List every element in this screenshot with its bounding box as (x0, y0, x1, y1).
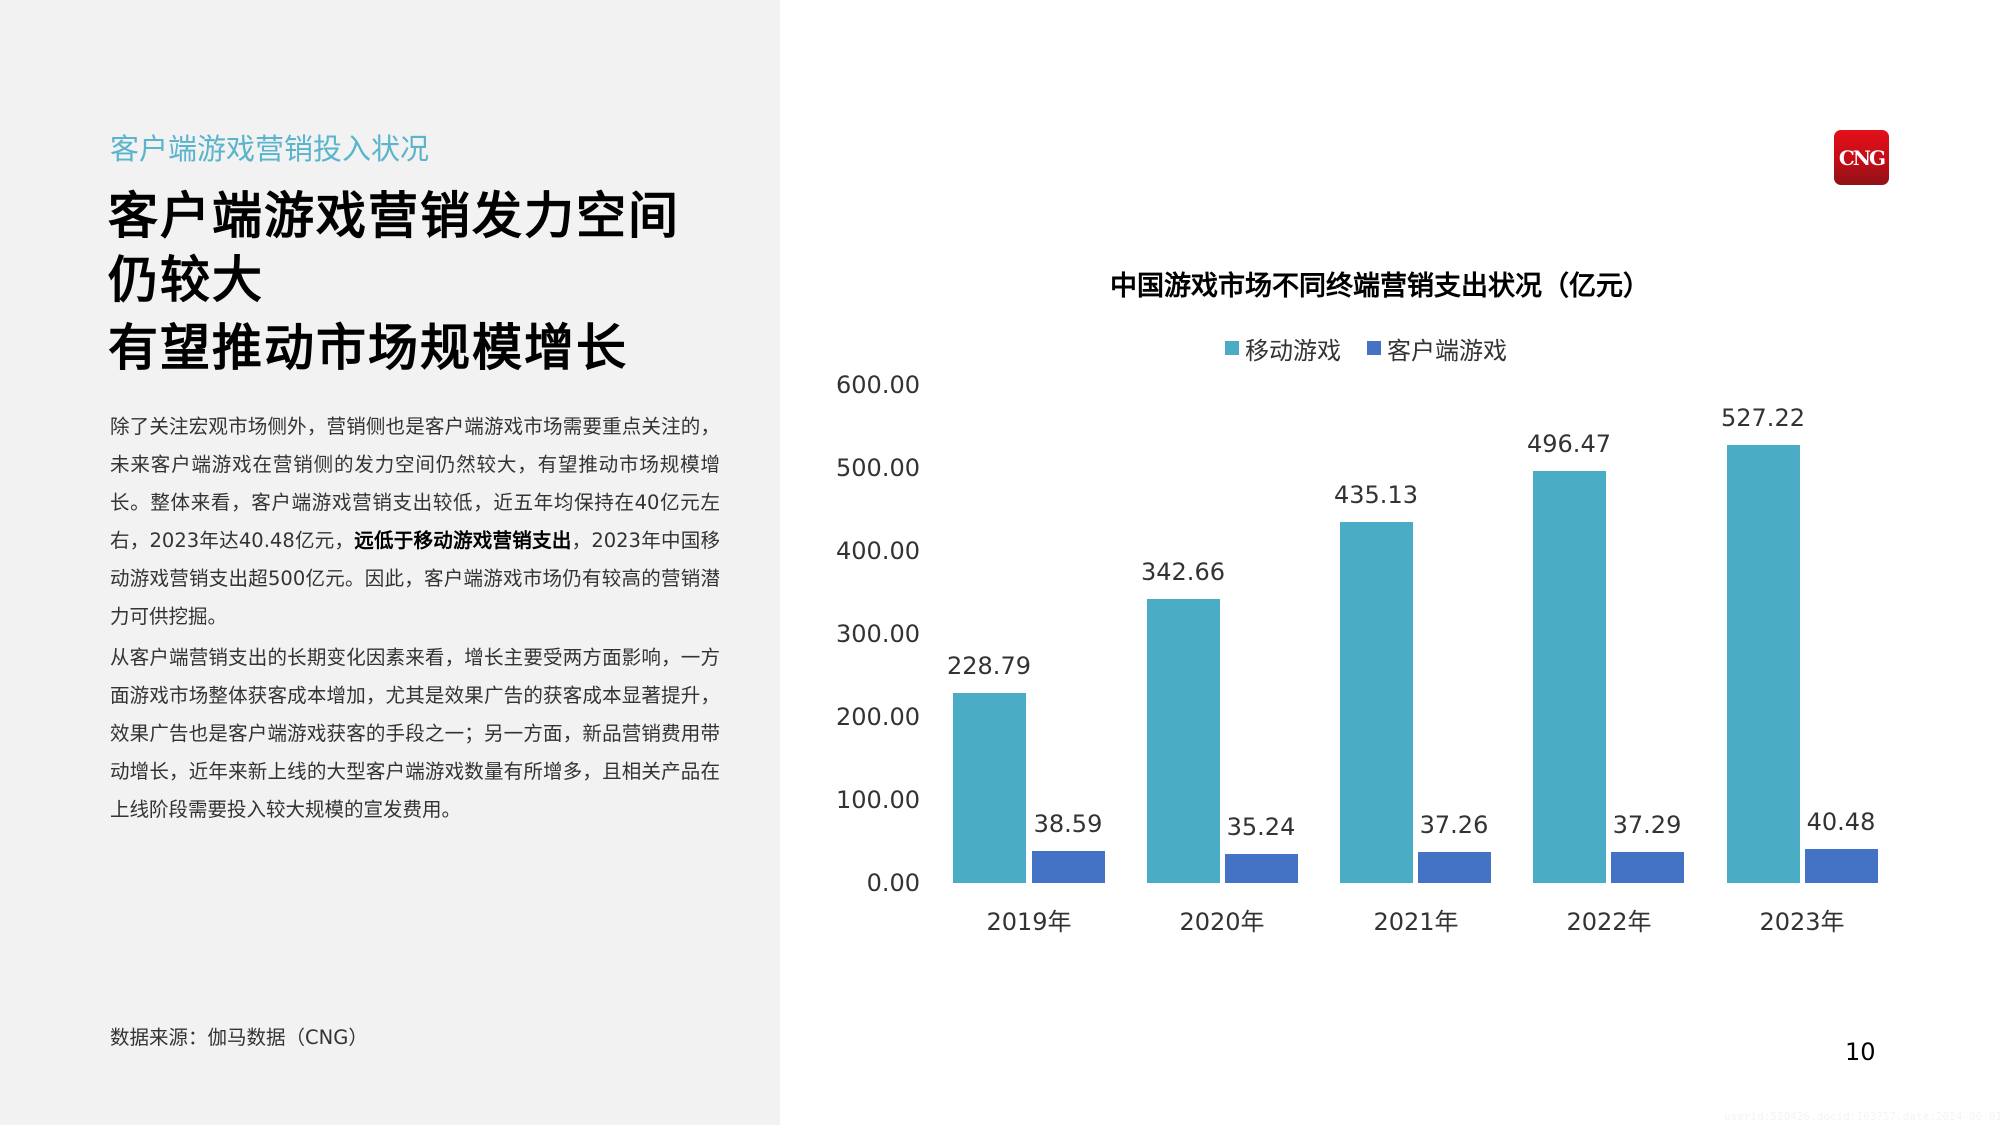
paragraph-1-text-end: ，2023年中国移动游戏营销支出超500亿元。因此，客户端游戏市场仍有较高的营销… (110, 529, 720, 628)
bar-label-client-2019: 38.59 (1033, 809, 1103, 838)
data-source-note: 数据来源：伽马数据（CNG） (110, 1026, 368, 1049)
x-label-2023: 2023年 (1759, 908, 1845, 936)
bar-label-mobile-2019: 228.79 (947, 652, 1031, 681)
paragraph-2: 从客户端营销支出的长期变化因素来看，增长主要受两方面影响，一方面游戏市场整体获客… (110, 646, 720, 821)
bar-client-2019 (1032, 850, 1105, 883)
legend-label-mobile: 移动游戏 (1245, 336, 1341, 365)
bar-mobile-2021 (1340, 521, 1413, 883)
bar-client-2022 (1611, 852, 1684, 883)
y-tick: 300.00 (836, 620, 920, 648)
chart-legend: 移动游戏 客户端游戏 (1225, 331, 1507, 366)
section-label: 客户端游戏营销投入状况 (110, 132, 430, 166)
bar-mobile-2023 (1727, 445, 1800, 883)
bar-mobile-2019 (953, 693, 1026, 883)
logo-text: CNG (1838, 145, 1886, 170)
bar-client-2020 (1225, 853, 1298, 883)
x-label-2021: 2021年 (1373, 908, 1459, 936)
bar-label-mobile-2023: 527.22 (1721, 404, 1805, 433)
legend-item-mobile: 移动游戏 (1225, 331, 1341, 366)
paragraph-1-text: 除了关注宏观市场侧外，营销侧也是客户端游戏市场需要重点关注的，未来客户端游戏在营… (110, 415, 720, 552)
headline-line-1: 客户端游戏营销发力空间 (108, 187, 680, 245)
headline-line-2: 仍较大 (108, 251, 264, 309)
bar-client-2023 (1805, 849, 1878, 883)
legend-swatch-mobile-icon (1225, 341, 1239, 355)
y-tick: 500.00 (836, 454, 920, 482)
page-headline: 客户端游戏营销发力空间 仍较大 有望推动市场规模增长 (108, 184, 748, 380)
paragraph-1-emphasis: 远低于移动游戏营销支出 (354, 529, 572, 552)
bar-label-mobile-2021: 435.13 (1334, 480, 1418, 509)
watermark: userid:520426,docid:163757,date:2024-06-… (1724, 1110, 2000, 1123)
y-tick: 100.00 (836, 786, 920, 814)
bar-mobile-2022 (1533, 470, 1606, 883)
y-tick: 400.00 (836, 537, 920, 565)
bar-mobile-2020 (1147, 598, 1220, 883)
chart-title: 中国游戏市场不同终端营销支出状况（亿元） (1110, 271, 1650, 302)
bar-client-2021 (1418, 852, 1491, 883)
x-label-2022: 2022年 (1566, 908, 1652, 936)
cng-logo: CNG (1834, 130, 1889, 185)
left-text-panel: 客户端游戏营销投入状况 客户端游戏营销发力空间 仍较大 有望推动市场规模增长 除… (0, 0, 780, 1125)
legend-item-client: 客户端游戏 (1367, 331, 1507, 366)
x-label-2020: 2020年 (1179, 908, 1265, 936)
y-tick: 600.00 (836, 371, 920, 399)
body-text: 除了关注宏观市场侧外，营销侧也是客户端游戏市场需要重点关注的，未来客户端游戏在营… (110, 408, 720, 832)
bar-label-client-2022: 37.29 (1612, 811, 1682, 840)
x-label-2019: 2019年 (986, 908, 1072, 936)
bar-label-client-2020: 35.24 (1226, 812, 1296, 841)
bar-label-mobile-2020: 342.66 (1141, 557, 1225, 586)
paragraph-1: 除了关注宏观市场侧外，营销侧也是客户端游戏市场需要重点关注的，未来客户端游戏在营… (110, 408, 720, 636)
y-tick: 200.00 (836, 703, 920, 731)
bar-label-mobile-2022: 496.47 (1527, 429, 1611, 458)
legend-swatch-client-icon (1367, 341, 1381, 355)
page-number: 10 (1845, 1038, 1876, 1066)
headline-line-3: 有望推动市场规模增长 (108, 319, 628, 377)
y-tick: 0.00 (866, 869, 920, 897)
bar-label-client-2021: 37.26 (1419, 811, 1489, 840)
legend-label-client: 客户端游戏 (1387, 336, 1507, 365)
bar-label-client-2023: 40.48 (1806, 808, 1876, 837)
